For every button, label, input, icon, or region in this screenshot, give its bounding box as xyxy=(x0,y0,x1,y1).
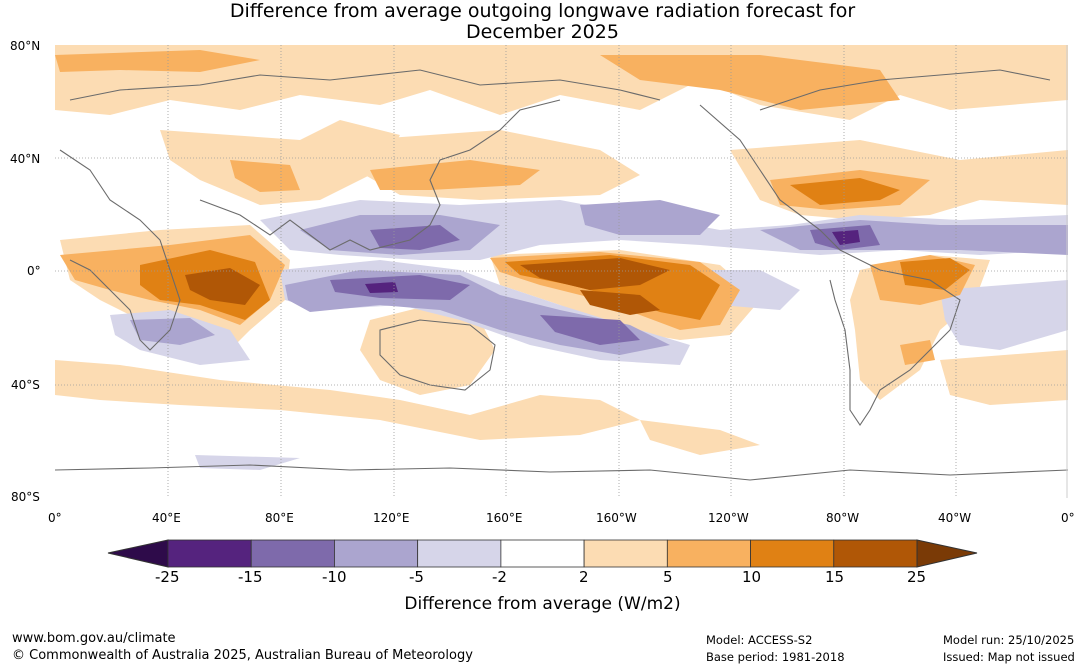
colorbar-tick: 25 xyxy=(907,568,927,586)
lon-label-120w: 120°W xyxy=(708,511,749,525)
lon-label-160e: 160°E xyxy=(486,511,523,525)
colorbar-swatch xyxy=(750,539,835,568)
colorbar-swatch xyxy=(334,539,419,568)
colorbar-swatch xyxy=(167,539,252,568)
colorbar-tick: -10 xyxy=(322,568,347,586)
colorbar xyxy=(107,539,978,568)
lat-label-0: 0° xyxy=(27,264,41,278)
colorbar-swatch xyxy=(666,539,751,568)
colorbar-high-arrow xyxy=(916,539,978,568)
lon-label-0-left: 0° xyxy=(48,511,62,525)
lon-label-160w: 160°W xyxy=(596,511,637,525)
colorbar-swatch xyxy=(417,539,502,568)
colorbar-tick: 15 xyxy=(825,568,845,586)
colorbar-swatch xyxy=(833,539,918,568)
colorbar-swatch xyxy=(583,539,668,568)
lat-label-40n: 40°N xyxy=(10,152,41,166)
map-title-line2: December 2025 xyxy=(466,21,619,43)
colorbar-tick: 2 xyxy=(579,568,589,586)
lat-label-80s: 80°S xyxy=(11,490,40,504)
lon-label-40e: 40°E xyxy=(152,511,181,525)
colorbar-title: Difference from average (W/m2) xyxy=(404,594,681,614)
lon-label-80e: 80°E xyxy=(265,511,294,525)
colorbar-swatch xyxy=(500,539,585,568)
colorbar-tick: 5 xyxy=(663,568,673,586)
colorbar-low-arrow xyxy=(107,539,169,568)
anomaly-field xyxy=(55,45,1068,498)
colorbar-swatch xyxy=(250,539,335,568)
base-period: Base period: 1981-2018 xyxy=(706,650,845,664)
colorbar-tick: -5 xyxy=(409,568,424,586)
copyright-text: © Commonwealth of Australia 2025, Austra… xyxy=(12,648,473,663)
lon-label-120e: 120°E xyxy=(373,511,410,525)
model-name: Model: ACCESS-S2 xyxy=(706,633,813,647)
issued-status: Issued: Map not issued xyxy=(943,650,1075,664)
colorbar-tick: -15 xyxy=(238,568,263,586)
model-run-date: Model run: 25/10/2025 xyxy=(943,633,1075,647)
website-link[interactable]: www.bom.gov.au/climate xyxy=(12,631,176,646)
map-title-line1: Difference from average outgoing longwav… xyxy=(229,0,856,22)
colorbar-tick: -25 xyxy=(155,568,180,586)
lon-label-80w: 80°W xyxy=(826,511,860,525)
lat-label-80n: 80°N xyxy=(10,39,41,53)
lon-label-0-right: 0° xyxy=(1061,511,1075,525)
colorbar-tick: 10 xyxy=(742,568,762,586)
lat-label-40s: 40°S xyxy=(11,378,40,392)
colorbar-tick: -2 xyxy=(492,568,507,586)
lon-label-40w: 40°W xyxy=(938,511,972,525)
